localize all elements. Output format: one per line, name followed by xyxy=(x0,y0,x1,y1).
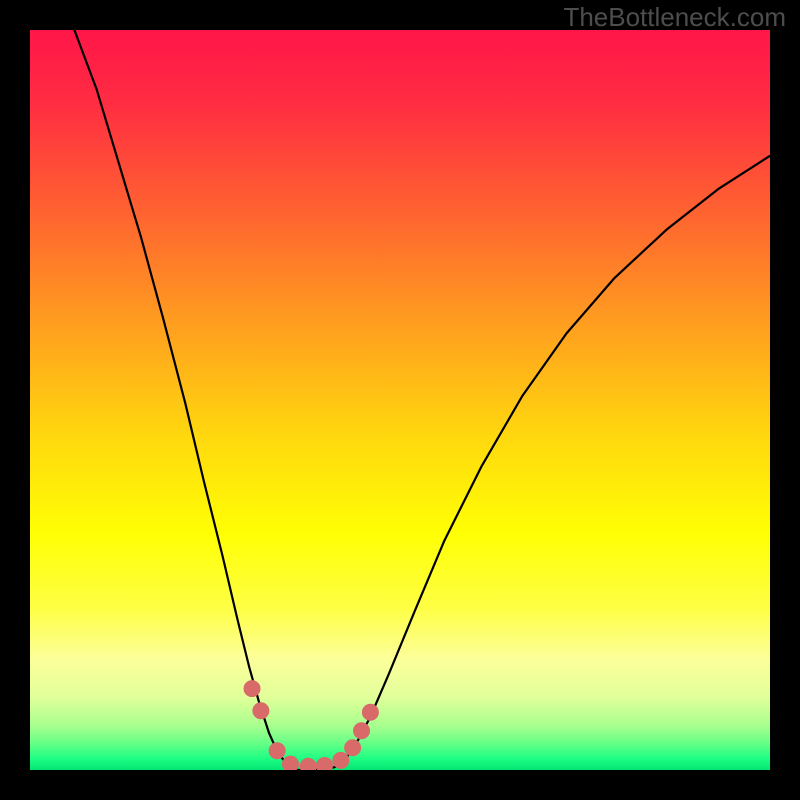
chart-svg xyxy=(30,30,770,770)
marker-dot xyxy=(244,681,260,697)
bottleneck-curve xyxy=(74,30,770,770)
marker-dot xyxy=(345,740,361,756)
chart-frame xyxy=(30,30,770,770)
plot-area xyxy=(30,30,770,770)
marker-dot xyxy=(269,743,285,759)
marker-dot xyxy=(354,723,370,739)
marker-dot xyxy=(317,758,333,770)
marker-dot xyxy=(362,704,378,720)
marker-dot xyxy=(282,756,298,770)
watermark-text: TheBottleneck.com xyxy=(563,2,786,33)
marker-dot xyxy=(333,752,349,768)
marker-dot xyxy=(253,703,269,719)
marker-dot xyxy=(300,758,316,770)
